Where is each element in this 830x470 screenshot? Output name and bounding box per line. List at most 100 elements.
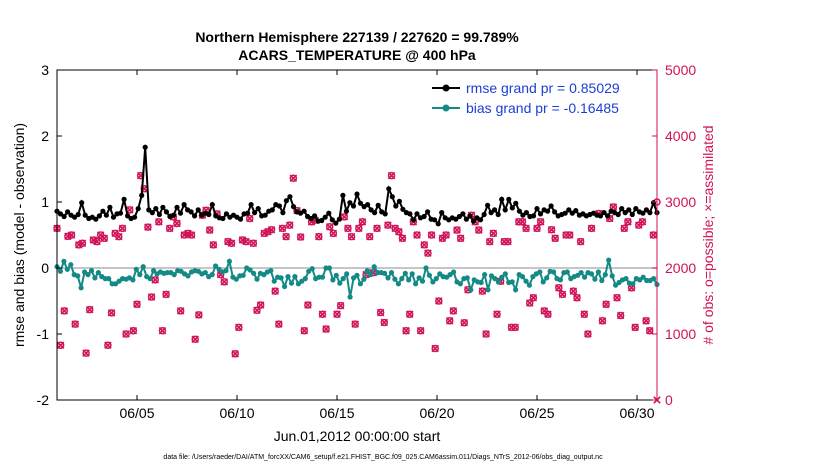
obs-assimilated-point: [533, 224, 541, 233]
obs-possible-point: [278, 224, 287, 233]
bias-point: [513, 287, 519, 293]
x-tick-label: 06/15: [319, 405, 354, 421]
obs-assimilated-point: [133, 300, 141, 309]
obs-possible-point: [442, 231, 450, 239]
obs-possible-point: [558, 290, 567, 299]
axes: 06/05 06/10 06/15 06/20 06/25 06/30 -2 -1 0 1 2 3 0 1…: [37, 62, 697, 421]
bias-point: [537, 269, 543, 275]
bias-point: [630, 281, 636, 287]
rmse-point: [619, 206, 625, 212]
obs-possible-point: [638, 218, 647, 226]
obs-possible-point: [245, 214, 254, 223]
obs-assimilated-point: [565, 231, 574, 239]
rmse-point: [470, 218, 477, 224]
obs-possible-point: [475, 226, 483, 234]
legend: rmse grand pr = 0.85029 bias grand pr = …: [430, 78, 650, 120]
obs-assimilated-point: [147, 293, 156, 301]
obs-possible-point: [544, 310, 552, 318]
obs-possible-point: [118, 224, 127, 233]
obs-possible-point: [551, 234, 559, 243]
rmse-point: [132, 214, 138, 220]
bias-point: [582, 274, 588, 280]
rmse-point: [488, 210, 494, 216]
obs-assimilated-point: [93, 237, 101, 246]
obs-possible-point: [256, 301, 265, 309]
obs-possible-point: [449, 307, 458, 315]
obs-assimilated-point: [445, 317, 454, 325]
bias-point: [519, 274, 526, 280]
obs-assimilated-point: [60, 307, 69, 315]
obs-assimilated-point: [544, 310, 552, 318]
obs-assimilated-point: [104, 341, 112, 349]
obs-possible-point: [195, 311, 203, 319]
obs-possible-point: [173, 219, 181, 228]
obs-possible-point: [565, 231, 574, 239]
bias-point: [147, 276, 153, 282]
obs-assimilated-point: [195, 311, 203, 319]
obs-possible-point: [235, 323, 243, 332]
rmse-point: [368, 207, 374, 213]
obs-assimilated-point: [355, 224, 363, 233]
obs-assimilated-point: [620, 224, 629, 233]
bias-point: [413, 281, 419, 287]
rmse-point: [566, 207, 572, 213]
obs-possible-point: [275, 320, 283, 328]
obs-possible-point: [511, 323, 519, 332]
obs-assimilated-point: [456, 234, 465, 243]
obs-possible-point: [482, 330, 490, 338]
obs-assimilated-point: [129, 326, 138, 335]
rmse-point: [513, 200, 519, 206]
rmse-point: [312, 213, 318, 219]
obs-assimilated-point: [85, 305, 94, 314]
legend-rmse-label: rmse grand pr = 0.85029: [466, 80, 620, 96]
bias-point: [302, 276, 308, 282]
rmse-point: [269, 207, 275, 213]
y-tick-label-right: 2000: [665, 260, 696, 276]
obs-assimilated-point: [387, 171, 396, 180]
obs-assimilated-point: [380, 318, 389, 327]
obs-possible-point: [413, 231, 421, 239]
rmse-point: [365, 202, 371, 208]
obs-possible-point: [289, 174, 298, 182]
obs-assimilated-point: [296, 233, 305, 241]
y-axis-label-left: rmse and bias (model - observation): [11, 123, 27, 347]
obs-assimilated-point: [56, 341, 65, 349]
rmse-point: [347, 200, 353, 206]
rmse-point: [153, 206, 159, 212]
bias-point: [285, 274, 291, 280]
y-tick-label-left: 0: [41, 260, 49, 276]
obs-assimilated-point: [285, 221, 294, 229]
rmse-point: [410, 217, 417, 223]
bias-point: [75, 273, 81, 279]
obs-assimilated-point: [613, 293, 621, 302]
obs-possible-point: [82, 349, 90, 357]
rmse-point: [82, 212, 88, 218]
bias-point: [309, 266, 315, 272]
rmse-point: [96, 213, 102, 219]
rmse-point: [206, 211, 212, 218]
obs-possible-point: [220, 278, 229, 286]
obs-assimilated-point: [551, 234, 559, 243]
obs-assimilated-point: [649, 231, 658, 239]
obs-assimilated-point: [71, 320, 79, 328]
obs-assimilated-point: [162, 290, 170, 299]
bias-point: [137, 272, 143, 278]
rmse-point: [280, 210, 286, 216]
bias-point: [64, 266, 70, 272]
bias-point: [185, 273, 191, 279]
rmse-point: [562, 210, 568, 216]
bias-point: [423, 265, 429, 271]
obs-possible-point: [187, 231, 196, 239]
bias-point: [651, 276, 657, 282]
rmse-point: [467, 213, 473, 219]
obs-possible-point: [529, 293, 538, 302]
bias-point: [292, 274, 298, 280]
rmse-point: [245, 210, 251, 216]
obs-assimilated-point: [344, 224, 352, 233]
obs-possible-point: [485, 237, 494, 246]
bias-point: [395, 281, 401, 287]
obs-possible-point: [315, 232, 323, 241]
rmse-point: [545, 208, 551, 214]
obs-assimilated-point: [475, 226, 483, 234]
